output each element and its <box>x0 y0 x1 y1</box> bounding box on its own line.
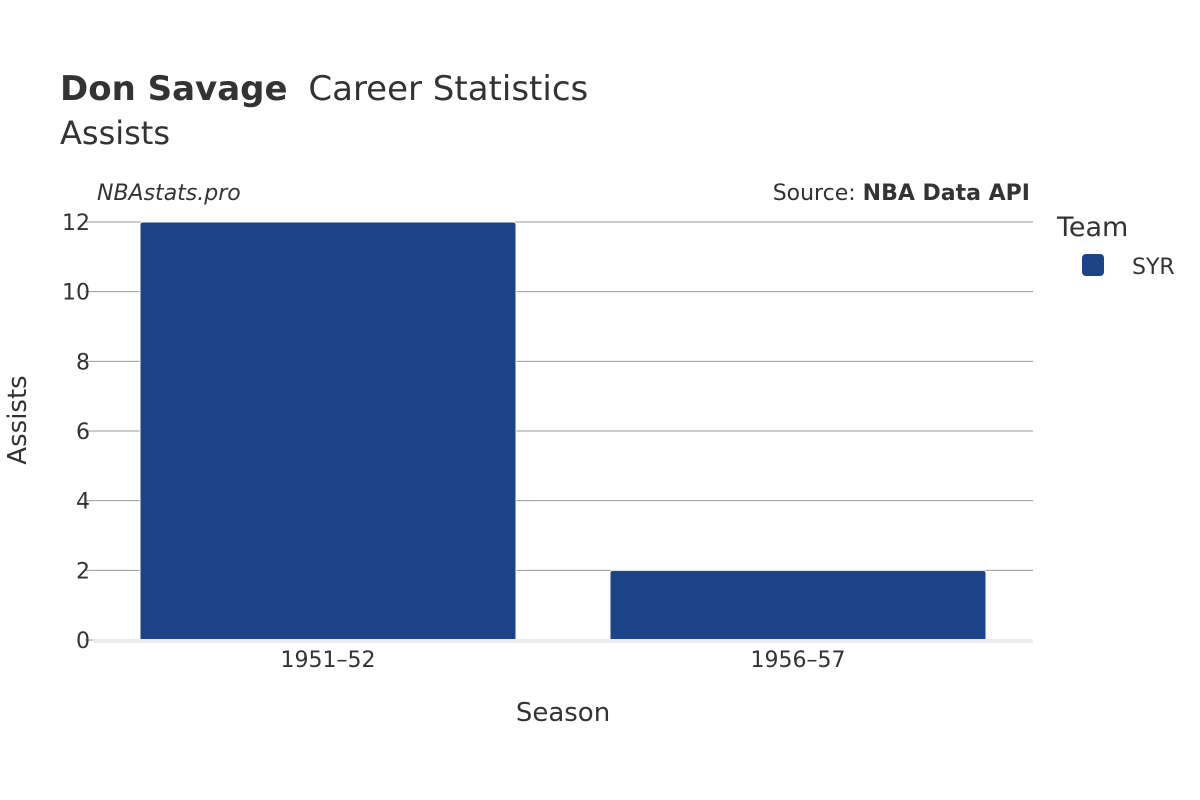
title-rest: Career Statistics <box>308 69 588 109</box>
y-axis-ticks: 0 2 4 6 8 10 12 <box>62 211 93 654</box>
y-axis-title: Assists <box>3 375 33 464</box>
y-tick-label: 12 <box>62 211 90 236</box>
source-prefix: Source: <box>773 181 863 206</box>
x-axis-title: Season <box>516 698 610 728</box>
y-tick-label: 8 <box>76 350 90 375</box>
x-tick-label: 1956–57 <box>751 648 846 673</box>
watermark-text: NBAstats.pro <box>97 181 241 206</box>
y-tick-label: 0 <box>76 629 90 654</box>
bars-group <box>139 221 987 641</box>
legend-items: SYR <box>1082 254 1175 280</box>
x-axis-ticks: 1951–52 1956–57 <box>281 648 846 673</box>
bar-1956–57 <box>609 569 987 641</box>
title-player-name: Don Savage <box>60 69 288 109</box>
y-tick-label: 6 <box>76 420 90 445</box>
source-text: Source: NBA Data API <box>773 181 1030 206</box>
chart-title: Don Savage Career Statistics <box>60 69 588 109</box>
legend-label: SYR <box>1132 255 1175 280</box>
x-tick-label: 1951–52 <box>281 648 376 673</box>
source-name: NBA Data API <box>863 181 1030 206</box>
y-tick-label: 10 <box>62 281 90 306</box>
chart-subtitle: Assists <box>60 114 170 152</box>
y-tick-label: 2 <box>76 559 90 584</box>
bar-1951–52 <box>139 221 517 641</box>
legend-swatch <box>1082 254 1104 276</box>
y-tick-label: 4 <box>76 490 90 515</box>
legend-title: Team <box>1056 212 1128 243</box>
